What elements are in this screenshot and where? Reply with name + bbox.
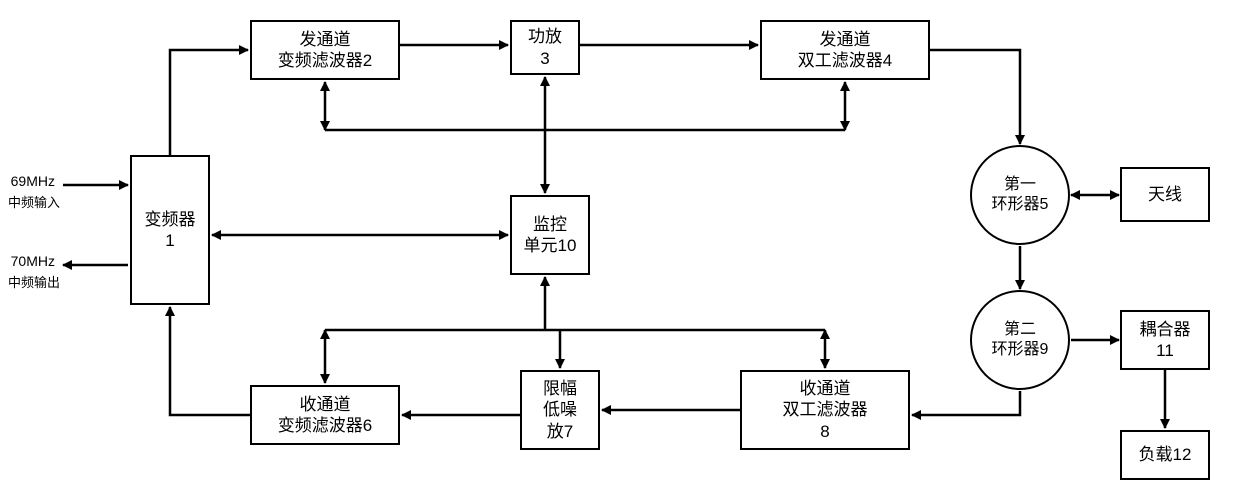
diagram-canvas: 69MHz 中频输入 70MHz 中频输出 变频器 1 发通道 变频滤波器2 功… — [0, 0, 1239, 503]
limiter-lna-line3: 放7 — [547, 421, 573, 442]
rx-duplex-filter-line1: 收通道 — [800, 378, 851, 399]
antenna-block: 天线 — [1120, 167, 1210, 222]
converter-line2: 1 — [165, 230, 174, 251]
circ2-line1: 第二 — [1004, 320, 1036, 340]
wire-converter-to-txconv — [170, 50, 248, 155]
rx-conv-filter-line1: 收通道 — [300, 394, 351, 415]
input-freq-label: 69MHz — [0, 173, 55, 189]
output-freq-label: 70MHz — [0, 253, 55, 269]
pa-line2: 3 — [540, 48, 549, 69]
circ2-line2: 环形器9 — [992, 340, 1049, 360]
tx-conv-filter-block: 发通道 变频滤波器2 — [250, 20, 400, 80]
wire-rxconv-to-converter — [170, 307, 250, 415]
wire-circ2-to-rxduplex — [912, 391, 1020, 415]
load-line1: 负载12 — [1139, 444, 1192, 465]
rx-duplex-filter-block: 收通道 双工滤波器 8 — [740, 370, 910, 450]
tx-duplex-filter-line1: 发通道 — [820, 29, 871, 50]
wire-txduplex-to-circ1 — [930, 50, 1020, 144]
coupler-line2: 11 — [1156, 340, 1174, 361]
converter-line1: 变频器 — [145, 209, 196, 230]
tx-duplex-filter-line2: 双工滤波器4 — [798, 50, 892, 71]
pa-block: 功放 3 — [510, 20, 580, 75]
rx-conv-filter-line2: 变频滤波器6 — [278, 415, 372, 436]
antenna-line1: 天线 — [1148, 184, 1182, 205]
converter-block: 变频器 1 — [130, 155, 210, 305]
limiter-lna-line1: 限幅 — [543, 378, 577, 399]
tx-duplex-filter-block: 发通道 双工滤波器4 — [760, 20, 930, 80]
circulator1-block: 第一 环形器5 — [970, 145, 1070, 245]
load-block: 负载12 — [1120, 430, 1210, 480]
coupler-block: 耦合器 11 — [1120, 310, 1210, 370]
input-text-label: 中频输入 — [0, 192, 60, 211]
circulator2-block: 第二 环形器9 — [970, 290, 1070, 390]
coupler-line1: 耦合器 — [1140, 319, 1191, 340]
tx-conv-filter-line1: 发通道 — [300, 29, 351, 50]
output-text-label: 中频输出 — [0, 272, 60, 291]
pa-line1: 功放 — [528, 26, 562, 47]
monitor-line2: 单元10 — [524, 235, 577, 256]
rx-duplex-filter-line2: 双工滤波器 — [783, 399, 868, 420]
tx-conv-filter-line2: 变频滤波器2 — [278, 50, 372, 71]
circ1-line1: 第一 — [1004, 175, 1036, 195]
limiter-lna-line2: 低噪 — [543, 399, 577, 420]
monitor-block: 监控 单元10 — [510, 195, 590, 275]
rx-conv-filter-block: 收通道 变频滤波器6 — [250, 385, 400, 445]
rx-duplex-filter-line3: 8 — [820, 421, 829, 442]
limiter-lna-block: 限幅 低噪 放7 — [520, 370, 600, 450]
circ1-line2: 环形器5 — [992, 195, 1049, 215]
monitor-line1: 监控 — [533, 214, 567, 235]
